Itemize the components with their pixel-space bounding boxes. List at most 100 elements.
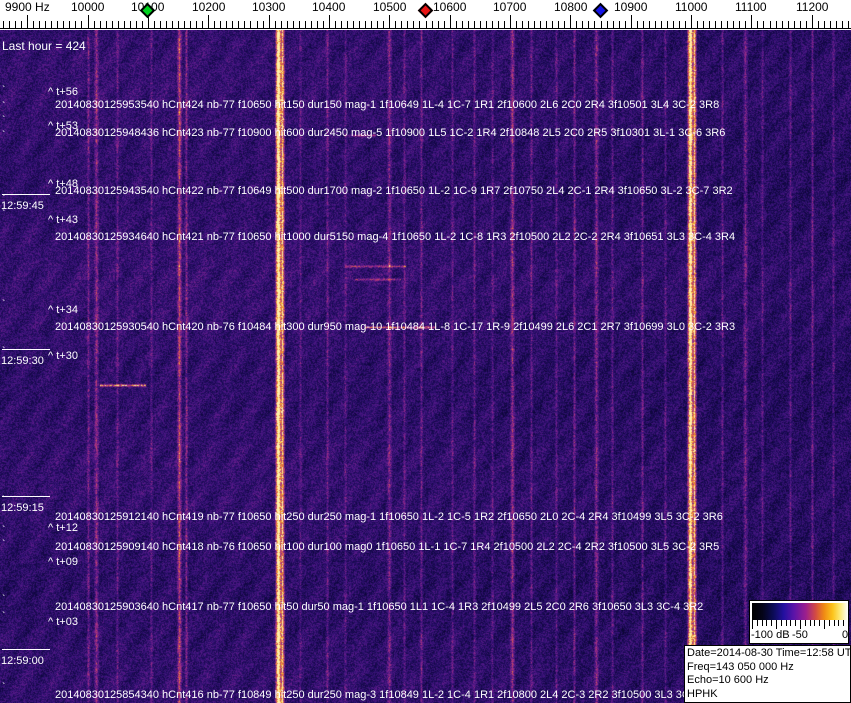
ruler-label: 11100 xyxy=(735,0,767,14)
colorbar-legend: -100 dB -50 0 xyxy=(749,600,849,644)
ruler-minor-tick xyxy=(281,21,282,28)
ruler-minor-tick xyxy=(558,21,559,28)
ruler-major-tick xyxy=(450,15,451,28)
colorbar-labels: -100 dB -50 0 xyxy=(750,629,850,643)
ruler-label: 10900 xyxy=(614,0,648,14)
ruler-label: 10200 xyxy=(192,0,226,14)
ruler-minor-tick xyxy=(709,21,710,28)
ruler-major-tick xyxy=(389,15,390,28)
ruler-label: 10400 xyxy=(312,0,346,14)
ruler-major-tick xyxy=(269,15,270,28)
ruler-minor-tick xyxy=(552,21,553,28)
frequency-ruler[interactable]: 9900 Hz100001010010200103001040010500106… xyxy=(0,0,851,30)
spectrogram-waterfall[interactable] xyxy=(0,30,851,703)
ruler-minor-tick xyxy=(679,21,680,28)
ruler-minor-tick xyxy=(106,21,107,28)
colorbar-tick xyxy=(824,620,825,629)
detection-event-line: 20140830125934640 hCnt421 nb-77 f10650 h… xyxy=(55,231,736,243)
ruler-minor-tick xyxy=(377,21,378,28)
ruler-label: 10600 xyxy=(433,0,467,14)
ruler-minor-tick xyxy=(323,21,324,28)
ruler-minor-tick xyxy=(588,21,589,28)
colorbar-tick xyxy=(795,620,796,626)
event-time-offset-marker: ^ t+30 xyxy=(48,350,78,362)
ruler-minor-tick xyxy=(788,21,789,28)
ruler-minor-tick xyxy=(244,21,245,28)
ruler-minor-tick xyxy=(383,21,384,28)
row-tick-caret: ` xyxy=(2,495,6,506)
ruler-minor-tick xyxy=(365,21,366,28)
event-time-offset-marker: ^ t+56 xyxy=(48,86,78,98)
ruler-minor-tick xyxy=(534,21,535,28)
ruler-minor-tick xyxy=(15,21,16,28)
ruler-minor-tick xyxy=(667,21,668,28)
ruler-minor-tick xyxy=(94,21,95,28)
ruler-minor-tick xyxy=(546,21,547,28)
red-diamond-marker[interactable] xyxy=(417,2,434,19)
ruler-minor-tick xyxy=(516,21,517,28)
info-echo: Echo=10 600 Hz xyxy=(687,674,769,686)
ruler-minor-tick xyxy=(45,21,46,28)
colorbar-tick xyxy=(786,620,787,626)
ruler-baseline xyxy=(0,28,851,29)
ruler-label: 10700 xyxy=(493,0,527,14)
ruler-minor-tick xyxy=(426,21,427,28)
row-tick-caret: ` xyxy=(2,539,6,550)
ruler-label: 11000 xyxy=(675,0,708,14)
ruler-label: 10500 xyxy=(373,0,407,14)
ruler-minor-tick xyxy=(661,21,662,28)
ruler-minor-tick xyxy=(341,21,342,28)
annotation-overlay: Last hour = 424 ```````````````12:59:451… xyxy=(0,30,851,703)
colorbar-tick xyxy=(771,620,772,626)
ruler-minor-tick xyxy=(522,21,523,28)
colorbar-tick xyxy=(790,620,791,626)
last-hour-counter: Last hour = 424 xyxy=(2,39,86,53)
ruler-minor-tick xyxy=(836,21,837,28)
ruler-minor-tick xyxy=(727,21,728,28)
ruler-major-tick xyxy=(631,15,632,28)
ruler-minor-tick xyxy=(432,21,433,28)
ruler-major-tick xyxy=(570,15,571,28)
info-station-code: HPHK xyxy=(687,687,718,700)
ruler-minor-tick xyxy=(75,21,76,28)
colorbar-tick xyxy=(848,620,849,629)
detection-event-line: 20140830125930540 hCnt420 nb-76 f10484 h… xyxy=(55,321,736,333)
ruler-minor-tick xyxy=(287,21,288,28)
colorbar-tick xyxy=(838,620,839,626)
colorbar-tick xyxy=(834,620,835,626)
ruler-minor-tick xyxy=(794,21,795,28)
colorbar-scale-label: -50 xyxy=(792,629,808,641)
ruler-minor-tick xyxy=(745,21,746,28)
ruler-minor-tick xyxy=(413,21,414,28)
colorbar-tick xyxy=(810,620,811,626)
ruler-minor-tick xyxy=(480,21,481,28)
ruler-minor-tick xyxy=(607,21,608,28)
ruler-minor-tick xyxy=(220,21,221,28)
colorbar-tick xyxy=(752,620,753,629)
ruler-minor-tick xyxy=(118,21,119,28)
ruler-minor-tick xyxy=(733,21,734,28)
spectrogram-canvas[interactable] xyxy=(0,30,851,703)
ruler-minor-tick xyxy=(130,21,131,28)
ruler-minor-tick xyxy=(347,21,348,28)
ruler-label: 9900 Hz xyxy=(5,0,50,14)
ruler-minor-tick xyxy=(498,21,499,28)
ruler-minor-tick xyxy=(830,21,831,28)
colorbar-tick xyxy=(814,620,815,626)
row-tick-caret: ` xyxy=(2,682,6,693)
ruler-label: 11200 xyxy=(796,0,829,14)
ruler-minor-tick xyxy=(462,21,463,28)
ruler-minor-tick xyxy=(299,21,300,28)
ruler-minor-tick xyxy=(401,21,402,28)
ruler-minor-tick xyxy=(257,21,258,28)
ruler-major-tick xyxy=(208,15,209,28)
colorbar-tick xyxy=(800,620,801,629)
ruler-minor-tick xyxy=(250,21,251,28)
ruler-minor-tick xyxy=(33,21,34,28)
ruler-minor-tick xyxy=(69,21,70,28)
ruler-minor-tick xyxy=(232,21,233,28)
ruler-minor-tick xyxy=(818,21,819,28)
ruler-minor-tick xyxy=(51,21,52,28)
blue-diamond-marker[interactable] xyxy=(592,2,609,19)
